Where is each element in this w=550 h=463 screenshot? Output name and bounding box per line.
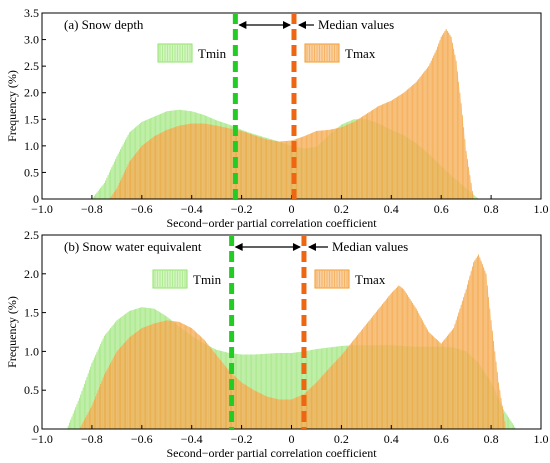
x-tick-label: 0.6 xyxy=(434,202,449,216)
x-tick-label: −0.8 xyxy=(81,202,103,216)
y-tick-label: 1.0 xyxy=(24,139,39,153)
x-tick-label: −0.8 xyxy=(81,432,103,446)
x-tick-label: −0.2 xyxy=(231,202,253,216)
y-tick-label: 0 xyxy=(33,422,39,436)
y-tick-label: 1.5 xyxy=(24,112,39,126)
x-tick-label: −0.6 xyxy=(131,432,153,446)
label-arrow-head xyxy=(307,243,316,251)
median-arrow xyxy=(238,21,314,29)
median-values-label: Median values xyxy=(318,17,394,32)
x-tick-label: 0.8 xyxy=(484,202,499,216)
y-tick-label: 3.0 xyxy=(24,33,39,47)
arrow-head-right xyxy=(282,21,291,29)
arrow-head-left xyxy=(238,21,247,29)
x-tick-label: −1.0 xyxy=(31,202,53,216)
x-tick-label: 1.0 xyxy=(534,432,549,446)
y-tick-label: 0.5 xyxy=(24,383,39,397)
arrow-head-left xyxy=(234,243,243,251)
x-tick-label: 0.8 xyxy=(484,432,499,446)
x-tick-label: −0.4 xyxy=(181,432,203,446)
legend-item-tmax: Tmax xyxy=(304,43,376,63)
legend-item-tmin: Tmin xyxy=(152,269,222,289)
chart-panel-a: −1.0 −0.8 −0.6 −0.4 −0.2 0 0.2 0.4 0.6 0.8 1.0 0 0.5… xyxy=(5,6,549,230)
legend-item-tmin: Tmin xyxy=(157,43,227,63)
panel-label: (a) Snow depth xyxy=(64,17,144,32)
label-arrow-head xyxy=(297,21,306,29)
x-tick-label: 1.0 xyxy=(534,202,549,216)
arrow-head-right xyxy=(292,243,301,251)
y-tick-label: 2.5 xyxy=(24,59,39,73)
x-tick-label: −0.2 xyxy=(231,432,253,446)
chart-panel-b: −1.0 −0.8 −0.6 −0.4 −0.2 0 0.2 0.4 0.6 0.8 1.0 0 0.5… xyxy=(5,228,549,460)
x-tick-label: 0.2 xyxy=(334,202,349,216)
legend-label: Tmax xyxy=(355,272,386,287)
legend-label: Tmin xyxy=(198,46,227,61)
y-axis-label: Frequency (%) xyxy=(5,70,19,142)
y-axis-label: Frequency (%) xyxy=(5,296,19,368)
x-tick-label: −1.0 xyxy=(31,432,53,446)
y-tick-label: 1.5 xyxy=(24,306,39,320)
series-area-tmax xyxy=(79,254,507,429)
x-tick-label: 0.6 xyxy=(434,432,449,446)
median-values-label: Median values xyxy=(332,239,408,254)
x-tick-label: 0 xyxy=(289,432,295,446)
y-tick-label: 3.5 xyxy=(24,6,39,20)
y-tick-label: 0 xyxy=(33,192,39,206)
x-tick-label: 0.2 xyxy=(334,432,349,446)
legend-label: Tmin xyxy=(193,272,222,287)
panel-label: (b) Snow water equivalent xyxy=(64,239,202,254)
y-tick-label: 2.0 xyxy=(24,267,39,281)
legend-label: Tmax xyxy=(345,46,376,61)
x-axis-label: Second−order partial correlation coeffic… xyxy=(166,446,377,460)
legend-item-tmax: Tmax xyxy=(314,269,386,289)
median-arrow xyxy=(234,243,328,251)
x-tick-label: −0.4 xyxy=(181,202,203,216)
x-tick-label: 0 xyxy=(289,202,295,216)
x-tick-label: 0.4 xyxy=(384,432,399,446)
y-tick-label: 1.0 xyxy=(24,344,39,358)
x-tick-label: 0.4 xyxy=(384,202,399,216)
x-tick-label: −0.6 xyxy=(131,202,153,216)
x-axis-label: Second−order partial correlation coeffic… xyxy=(166,216,377,230)
y-tick-label: 2.5 xyxy=(24,228,39,242)
series-tmax xyxy=(79,254,507,429)
y-tick-label: 0.5 xyxy=(24,165,39,179)
y-tick-label: 2.0 xyxy=(24,86,39,100)
